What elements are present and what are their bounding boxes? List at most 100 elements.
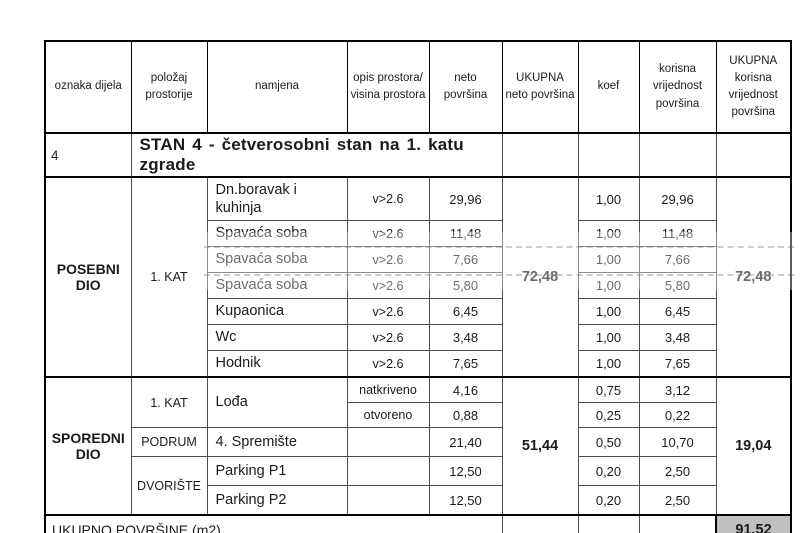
neto-value: 7,66 bbox=[428, 246, 503, 273]
area-calculation-table: oznaka dijela položaj prostorije namjena… bbox=[44, 40, 792, 533]
sporedni-ukupna-neto: 51,44 bbox=[501, 376, 579, 516]
section-label-posebni-dio: POSEBNI DIO bbox=[44, 176, 132, 378]
table-row: POSEBNI DIO 1. KAT Dn.boravak i kuhinja … bbox=[44, 176, 792, 378]
korisna-value: 10,70 bbox=[638, 427, 717, 457]
room-name: Kupaonica bbox=[206, 298, 348, 325]
col-header-namjena: namjena bbox=[206, 40, 348, 134]
table-row: Spavaća soba v>2.6 5,80 1,00 5,80 bbox=[45, 272, 791, 299]
table-row: SPOREDNI DIO 1. KAT Lođa natkriveno 4,16… bbox=[44, 376, 792, 516]
col-header-koef: koef bbox=[577, 40, 640, 134]
col-header-ukupna-neto: UKUPNA neto površina bbox=[501, 40, 579, 134]
apartment-title: STAN 4 - četverosobni stan na 1. katu zg… bbox=[130, 132, 503, 178]
floor-label: 1. KAT bbox=[130, 176, 208, 378]
apartment-number: 4 bbox=[44, 132, 132, 178]
koef-value: 0,20 bbox=[577, 456, 640, 486]
grand-total-value: 91,52 bbox=[715, 514, 792, 533]
table-row: PODRUM 4. Spremište 21,40 0,50 10,70 bbox=[45, 427, 791, 457]
floor-label: PODRUM bbox=[130, 427, 208, 457]
room-opis: otvoreno bbox=[346, 402, 430, 428]
document-sheet: oznaka dijela položaj prostorije namjena… bbox=[44, 40, 794, 533]
apartment-title-row: 4 STAN 4 - četverosobni stan na 1. katu … bbox=[44, 132, 792, 178]
room-name: Spavaća soba bbox=[206, 246, 348, 273]
table-row: Spavaća soba v>2.6 7,66 1,00 7,66 bbox=[45, 246, 791, 273]
section-label-sporedni-dio: SPOREDNI DIO bbox=[44, 376, 132, 516]
posebni-ukupna-korisna: 72,48 bbox=[715, 176, 792, 378]
empty-cell bbox=[501, 514, 579, 533]
koef-value: 1,00 bbox=[577, 298, 640, 325]
room-name: Parking P2 bbox=[206, 485, 348, 516]
empty-opis-cell bbox=[346, 456, 430, 486]
koef-value: 1,00 bbox=[577, 246, 640, 273]
koef-value: 1,00 bbox=[577, 324, 640, 351]
neto-value: 12,50 bbox=[428, 485, 503, 516]
col-header-korisna-vrijednost: korisna vrijednost površina bbox=[638, 40, 717, 134]
room-opis: v>2.6 bbox=[346, 272, 430, 299]
room-opis: natkriveno bbox=[346, 376, 430, 403]
room-opis: v>2.6 bbox=[346, 350, 430, 378]
koef-value: 0,25 bbox=[577, 402, 640, 428]
empty-cell bbox=[577, 132, 640, 178]
korisna-value: 5,80 bbox=[638, 272, 717, 299]
room-name: Spavaća soba bbox=[206, 220, 348, 247]
neto-value: 0,88 bbox=[428, 402, 503, 428]
table-row: Kupaonica v>2.6 6,45 1,00 6,45 bbox=[45, 298, 791, 325]
korisna-value: 11,48 bbox=[638, 220, 717, 247]
neto-value: 12,50 bbox=[428, 456, 503, 486]
table-row: DVORIŠTE Parking P1 12,50 0,20 2,50 bbox=[45, 456, 791, 516]
room-name: Hodnik bbox=[206, 350, 348, 378]
koef-value: 0,20 bbox=[577, 485, 640, 516]
col-header-polozaj-prostorije: položaj prostorije bbox=[130, 40, 208, 134]
neto-value: 5,80 bbox=[428, 272, 503, 299]
empty-cell bbox=[638, 132, 717, 178]
room-opis: v>2.6 bbox=[346, 324, 430, 351]
table-row: Hodnik v>2.6 7,65 1,00 7,65 bbox=[45, 350, 791, 378]
korisna-value: 3,48 bbox=[638, 324, 717, 351]
korisna-value: 0,22 bbox=[638, 402, 717, 428]
floor-label: DVORIŠTE bbox=[130, 456, 208, 516]
table-row: Spavaća soba v>2.6 11,48 1,00 11,48 bbox=[45, 220, 791, 247]
empty-opis-cell bbox=[346, 485, 430, 516]
korisna-value: 29,96 bbox=[638, 176, 717, 221]
room-opis: v>2.6 bbox=[346, 246, 430, 273]
empty-opis-cell bbox=[346, 427, 430, 457]
col-header-opis-prostora: opis prostora/ visina prostora bbox=[346, 40, 430, 134]
korisna-value: 6,45 bbox=[638, 298, 717, 325]
korisna-value: 2,50 bbox=[638, 485, 717, 516]
table-row: otvoreno 0,88 0,25 0,22 bbox=[45, 402, 791, 428]
floor-label: 1. KAT bbox=[130, 376, 208, 428]
grand-total-row: UKUPNO POVRŠINE (m2) 91,52 bbox=[44, 514, 792, 533]
neto-value: 6,45 bbox=[428, 298, 503, 325]
neto-value: 7,65 bbox=[428, 350, 503, 378]
posebni-ukupna-neto: 72,48 bbox=[501, 176, 579, 378]
room-name: Wc bbox=[206, 324, 348, 351]
neto-value: 29,96 bbox=[428, 176, 503, 221]
empty-cell bbox=[577, 514, 640, 533]
korisna-value: 2,50 bbox=[638, 456, 717, 486]
room-opis: v>2.6 bbox=[346, 176, 430, 221]
header-row: oznaka dijela položaj prostorije namjena… bbox=[44, 40, 792, 134]
sporedni-ukupna-korisna: 19,04 bbox=[715, 376, 792, 516]
room-name: 4. Spremište bbox=[206, 427, 348, 457]
koef-value: 1,00 bbox=[577, 176, 640, 221]
koef-value: 1,00 bbox=[577, 220, 640, 247]
empty-cell bbox=[638, 514, 717, 533]
room-name: Dn.boravak i kuhinja bbox=[206, 176, 348, 221]
table-row: Wc v>2.6 3,48 1,00 3,48 bbox=[45, 324, 791, 351]
neto-value: 3,48 bbox=[428, 324, 503, 351]
room-opis: v>2.6 bbox=[346, 220, 430, 247]
koef-value: 1,00 bbox=[577, 272, 640, 299]
korisna-value: 7,66 bbox=[638, 246, 717, 273]
koef-value: 1,00 bbox=[577, 350, 640, 378]
room-opis: v>2.6 bbox=[346, 298, 430, 325]
empty-cell bbox=[715, 132, 792, 178]
neto-value: 21,40 bbox=[428, 427, 503, 457]
korisna-value: 3,12 bbox=[638, 376, 717, 403]
grand-total-label: UKUPNO POVRŠINE (m2) bbox=[44, 514, 503, 533]
korisna-value: 7,65 bbox=[638, 350, 717, 378]
col-header-ukupna-korisna: UKUPNA korisna vrijednost površina bbox=[715, 40, 792, 134]
neto-value: 11,48 bbox=[428, 220, 503, 247]
neto-value: 4,16 bbox=[428, 376, 503, 403]
room-name: Spavaća soba bbox=[206, 272, 348, 299]
room-name: Parking P1 bbox=[206, 456, 348, 486]
col-header-neto-povrsina: neto površina bbox=[428, 40, 503, 134]
